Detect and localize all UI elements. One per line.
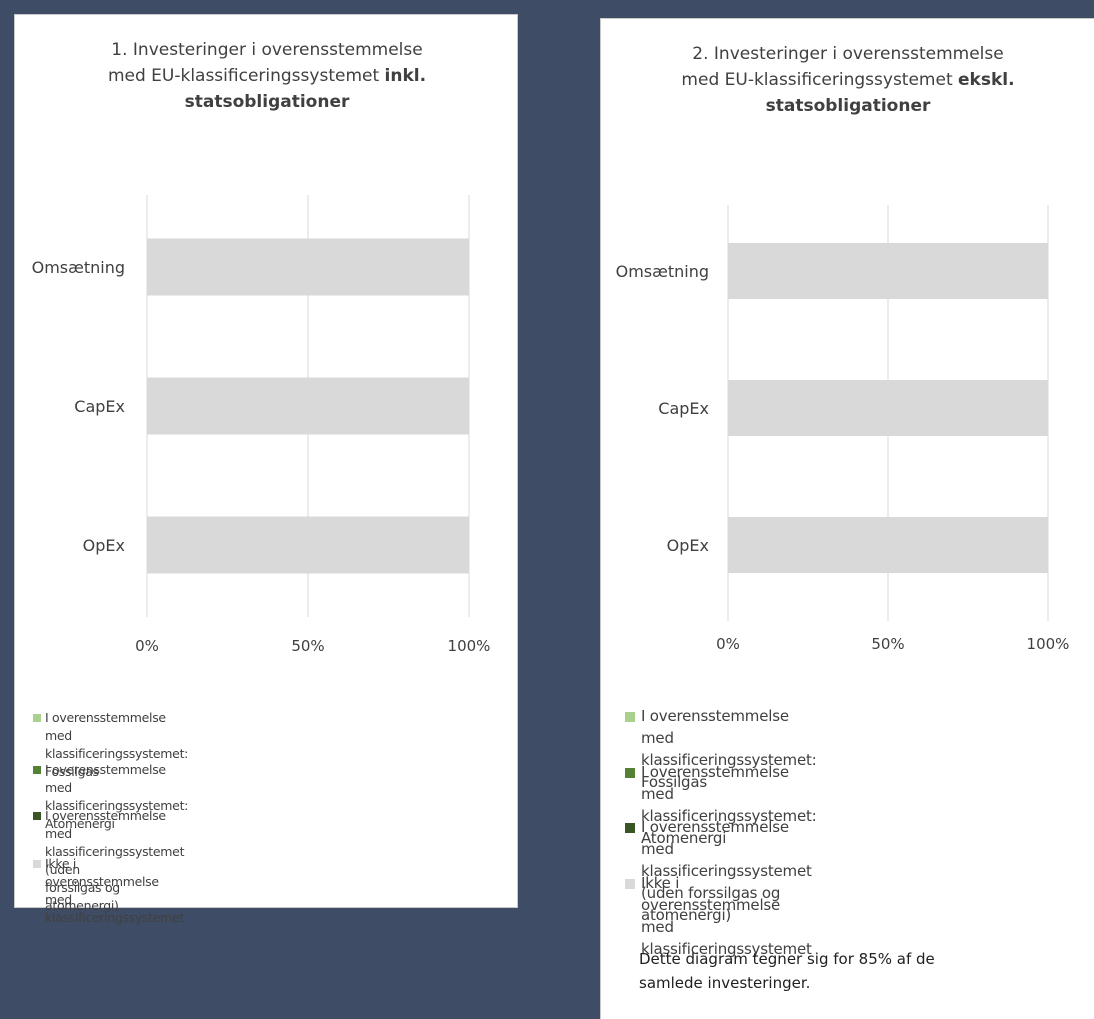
legend-label: I overensstemmelse med klassificeringssy… bbox=[45, 761, 188, 833]
chart-footnote: Dette diagram tegner sig for 85% af de s… bbox=[639, 947, 1059, 995]
legend-item: I overensstemmelse med klassificeringssy… bbox=[33, 761, 188, 833]
category-label: OpEx bbox=[83, 536, 125, 555]
category-label: Omsætning bbox=[32, 258, 125, 277]
legend-label-line: I overensstemmelse med klassificeringssy… bbox=[641, 818, 812, 880]
chart-title: 2. Investeringer i overensstemmelse med … bbox=[641, 41, 1055, 119]
legend-label-line: I overensstemmelse med klassificeringssy… bbox=[45, 710, 189, 779]
chart-title-line-2: med EU-klassificeringssystemet ekskl. bbox=[641, 67, 1055, 93]
chart-title-line-1: 1. Investeringer i overensstemmelse bbox=[111, 40, 423, 60]
legend-swatch bbox=[33, 714, 41, 722]
chart-title-line-3-bold: statsobligationer bbox=[184, 92, 350, 112]
bar bbox=[728, 517, 1048, 573]
legend-item: I overensstemmelse med klassificeringssy… bbox=[625, 816, 812, 926]
legend-item: I overensstemmelse med klassificeringssy… bbox=[33, 807, 184, 915]
legend-item: I overensstemmelse med klassificeringssy… bbox=[625, 705, 817, 793]
legend-swatch bbox=[33, 812, 41, 820]
chart-title-line-2-normal: med EU-klassificeringssystemet bbox=[681, 70, 959, 90]
legend-label-line: I overensstemmelse med klassificeringssy… bbox=[641, 763, 817, 825]
x-tick-label: 0% bbox=[135, 637, 159, 655]
legend-label: Ikke i overensstemmelse med klassificerin… bbox=[641, 872, 812, 960]
legend-label-line: I overensstemmelse med klassificeringssy… bbox=[641, 707, 817, 769]
chart-title-line-2-normal: med EU-klassificeringssystemet bbox=[107, 66, 385, 86]
x-tick-label: 100% bbox=[448, 637, 491, 655]
footnote-line-2: samlede investeringer. bbox=[639, 974, 811, 992]
chart-title-line-3-bold: statsobligationer bbox=[765, 96, 931, 116]
x-tick-label: 100% bbox=[1027, 635, 1070, 653]
x-tick-label: 50% bbox=[871, 635, 904, 653]
legend-item: I overensstemmelse med klassificeringssy… bbox=[625, 761, 817, 849]
legend-label: Ikke i overensstemmelse med klassificeri… bbox=[45, 855, 184, 927]
legend-label-line: klassificeringssystemet bbox=[641, 940, 812, 958]
bar bbox=[728, 380, 1048, 436]
category-label: CapEx bbox=[74, 397, 125, 416]
bar bbox=[147, 238, 469, 296]
legend-label-line: I overensstemmelse med klassificeringssy… bbox=[45, 808, 185, 877]
chart-title-line-2-bold: ekskl. bbox=[958, 70, 1015, 90]
legend-label-line: Atomenergi bbox=[45, 816, 115, 831]
legend-item: I overensstemmelse med klassificeringssy… bbox=[33, 709, 188, 781]
legend-label: I overensstemmelse med klassificeringssy… bbox=[45, 807, 184, 915]
chart-title-line-3: statsobligationer bbox=[641, 93, 1055, 119]
category-label: OpEx bbox=[667, 536, 709, 555]
legend-label: I overensstemmelse med klassificeringssy… bbox=[641, 816, 812, 926]
chart-title-line-3: statsobligationer bbox=[55, 89, 479, 115]
chart-title: 1. Investeringer i overensstemmelse med … bbox=[55, 37, 479, 115]
chart-title-line-1: 2. Investeringer i overensstemmelse bbox=[692, 44, 1004, 64]
legend-swatch bbox=[625, 823, 635, 833]
legend-label-line: Ikke i overensstemmelse med bbox=[641, 874, 781, 936]
category-label: CapEx bbox=[658, 399, 709, 418]
chart-panel-1: 1. Investeringer i overensstemmelse med … bbox=[14, 14, 518, 925]
chart-title-line-2: med EU-klassificeringssystemet inkl. bbox=[55, 63, 479, 89]
bar-plot-1: 0% 50% 100% Omsætning CapEx OpEx bbox=[32, 195, 491, 655]
legend-swatch bbox=[33, 860, 41, 868]
legend-label-line: (uden forssilgas og atomenergi) bbox=[641, 884, 781, 924]
legend-swatch bbox=[625, 879, 635, 889]
legend-label-line: Atomenergi bbox=[641, 829, 727, 847]
legend-label-line: Fossilgas bbox=[641, 773, 707, 791]
bar bbox=[728, 243, 1048, 299]
legend-label: I overensstemmelse med klassificeringssy… bbox=[641, 761, 817, 849]
legend-label-line: I overensstemmelse med klassificeringssy… bbox=[45, 762, 189, 813]
legend-label-line: Ikke i overensstemmelse med klassificeri… bbox=[45, 856, 185, 925]
x-tick-label: 0% bbox=[716, 635, 740, 653]
legend-item: Ikke i overensstemmelse med klassificerin… bbox=[625, 872, 812, 960]
legend-item: Ikke i overensstemmelse med klassificeri… bbox=[33, 855, 184, 927]
legend-swatch bbox=[625, 712, 635, 722]
legend-swatch bbox=[625, 768, 635, 778]
bar-plot-2: 0% 50% 100% Omsætning CapEx OpEx bbox=[616, 205, 1070, 653]
bar bbox=[147, 516, 469, 574]
category-label: Omsætning bbox=[616, 262, 709, 281]
footnote-line-1: Dette diagram tegner sig for 85% af de bbox=[639, 950, 935, 968]
chart-panel-2: 2. Investeringer i overensstemmelse med … bbox=[600, 18, 1094, 1019]
chart-title-line-2-bold: inkl. bbox=[384, 66, 427, 86]
legend-label: I overensstemmelse med klassificeringssy… bbox=[45, 709, 188, 781]
legend-swatch bbox=[33, 766, 41, 774]
bar bbox=[147, 377, 469, 435]
x-tick-label: 50% bbox=[291, 637, 324, 655]
legend-label-line: forssilgas og atomenergi) bbox=[45, 880, 120, 913]
legend-label: I overensstemmelse med klassificeringssy… bbox=[641, 705, 817, 793]
